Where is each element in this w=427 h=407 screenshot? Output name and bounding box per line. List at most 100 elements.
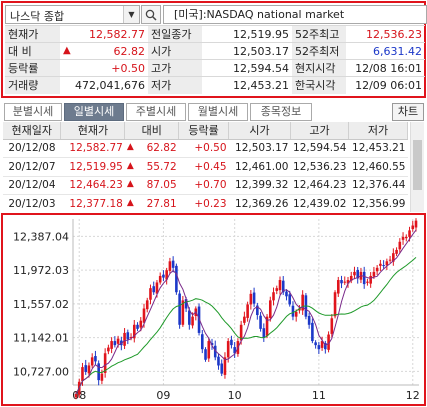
local-time-label: 현지시각	[292, 59, 346, 77]
change-value: 87.05	[146, 179, 177, 192]
up-arrow-icon: ▲	[126, 179, 134, 190]
close-cell: 12,464.23	[60, 176, 125, 195]
candle-body	[94, 356, 97, 362]
candle-body	[333, 292, 337, 317]
column-header[interactable]: 등락률	[178, 122, 230, 140]
candle-body	[207, 341, 211, 359]
change-value: 62.82	[146, 142, 177, 155]
chart-button[interactable]: 차트	[392, 103, 424, 121]
candle-body	[165, 270, 168, 280]
candle-body	[181, 300, 185, 325]
candle-body	[107, 347, 110, 352]
candle-body	[103, 353, 107, 373]
candle-body	[392, 253, 395, 262]
candle-body	[398, 241, 402, 250]
candle-body	[307, 315, 311, 325]
candle-body	[184, 299, 188, 309]
ma-long-line	[75, 257, 417, 395]
high-cell: 12,536.23	[290, 157, 349, 177]
candle-body	[353, 271, 356, 276]
rate-cell: +0.70	[178, 176, 229, 195]
open-cell: 12,461.00	[228, 157, 291, 177]
tab-daily[interactable]: 일별시세	[64, 103, 124, 121]
column-header[interactable]: 고가	[290, 122, 349, 140]
column-header[interactable]: 저가	[348, 122, 409, 140]
change-label: 대 비	[5, 42, 60, 60]
candle-body	[330, 318, 334, 334]
up-arrow-icon: ▲	[126, 160, 134, 171]
w52-low-value: 6,631.42	[346, 42, 425, 60]
market-select[interactable]: 나스닥 종합 ▼	[5, 5, 140, 24]
candle-body	[372, 271, 376, 277]
y-tick-label: 11,142.01	[13, 332, 69, 345]
local-time-value: 12/08 16:01	[346, 59, 425, 77]
low-cell: 12,460.55	[348, 157, 408, 177]
candle-body	[81, 367, 84, 382]
table-row[interactable]: 20/12/08 12,582.77 ▲ 62.82 +0.50 12,503.1…	[3, 139, 408, 158]
candle-body	[366, 281, 369, 283]
candle-body	[213, 345, 217, 358]
candle-body	[168, 261, 172, 271]
column-header[interactable]: 현재일자	[3, 122, 62, 140]
candle-body	[327, 334, 330, 350]
kr-time-value: 12/09 06:01	[346, 76, 425, 94]
candle-body	[233, 347, 236, 354]
w52-high-label: 52주최고	[292, 25, 346, 43]
candlestick-chart[interactable]: 12,387.04 11,972.03 11,557.02 11,142.01 10,7…	[3, 215, 424, 404]
column-header[interactable]: 현재가	[60, 122, 126, 140]
candle-body	[336, 280, 340, 294]
search-button[interactable]	[141, 5, 161, 24]
candle-body	[262, 328, 266, 338]
column-header[interactable]: 대비	[124, 122, 180, 140]
high-cell: 12,439.02	[290, 194, 349, 214]
w52-high-value: 12,536.23	[346, 25, 425, 43]
change-value: 55.72	[146, 160, 177, 173]
rate-cell: +0.50	[178, 139, 229, 158]
table-scrollbar[interactable]	[410, 122, 424, 212]
date-cell: 20/12/03	[3, 194, 61, 214]
date-cell: 20/12/08	[3, 139, 61, 158]
ma-short-line	[75, 229, 417, 395]
candle-body	[343, 281, 347, 283]
candle-body	[87, 365, 91, 374]
scrollbar-thumb[interactable]	[413, 140, 422, 190]
y-tick-label: 10,727.00	[13, 365, 69, 378]
candle-body	[110, 341, 113, 349]
date-cell: 20/12/07	[3, 157, 61, 177]
candle-body	[191, 316, 194, 326]
table-row[interactable]: 20/12/04 12,464.23 ▲ 87.05 +0.70 12,399.3…	[3, 176, 408, 195]
candle-body	[320, 341, 324, 348]
change-cell: ▲ 27.81	[124, 194, 179, 214]
tab-weekly[interactable]: 주별시세	[126, 103, 186, 121]
table-row[interactable]: 20/12/03 12,377.18 ▲ 27.81 +0.23 12,369.2…	[3, 194, 408, 214]
candle-body	[298, 308, 301, 311]
column-header[interactable]: 시가	[228, 122, 291, 140]
symbol-row: 나스닥 종합 ▼ [미국]:NASDAQ national market	[5, 5, 427, 25]
close-cell: 12,582.77	[60, 139, 125, 158]
change-value: 62.82	[113, 44, 146, 58]
candle-body	[204, 349, 207, 360]
candle-body	[158, 275, 162, 283]
tab-monthly[interactable]: 월별시세	[188, 103, 248, 121]
table-row[interactable]: 20/12/07 12,519.95 ▲ 55.72 +0.45 12,461.0…	[3, 157, 408, 177]
quote-row: 현재가 12,582.77 전일종가 12,519.95 52주최고 12,53…	[5, 25, 425, 43]
candle-body	[278, 280, 282, 291]
tab-info[interactable]: 종목정보	[250, 103, 312, 121]
current-price-value: 12,582.77	[60, 25, 148, 43]
open-cell: 12,503.17	[228, 139, 291, 158]
quote-panel: 나스닥 종합 ▼ [미국]:NASDAQ national market 현재가…	[1, 1, 427, 98]
candle-body	[356, 269, 360, 279]
candle-body	[349, 275, 353, 281]
x-tick-label: 11	[312, 389, 326, 402]
chevron-down-icon[interactable]: ▼	[123, 6, 139, 23]
low-value: 12,453.21	[202, 76, 292, 94]
tab-minute[interactable]: 분별시세	[4, 103, 62, 121]
candle-body	[126, 332, 130, 340]
up-arrow-icon: ▲	[63, 44, 71, 56]
candle-body	[90, 357, 94, 366]
candle-body	[243, 316, 246, 323]
candle-body	[149, 288, 152, 300]
candle-body	[239, 324, 243, 341]
candle-body	[129, 336, 133, 338]
kr-time-label: 한국시각	[292, 76, 346, 94]
